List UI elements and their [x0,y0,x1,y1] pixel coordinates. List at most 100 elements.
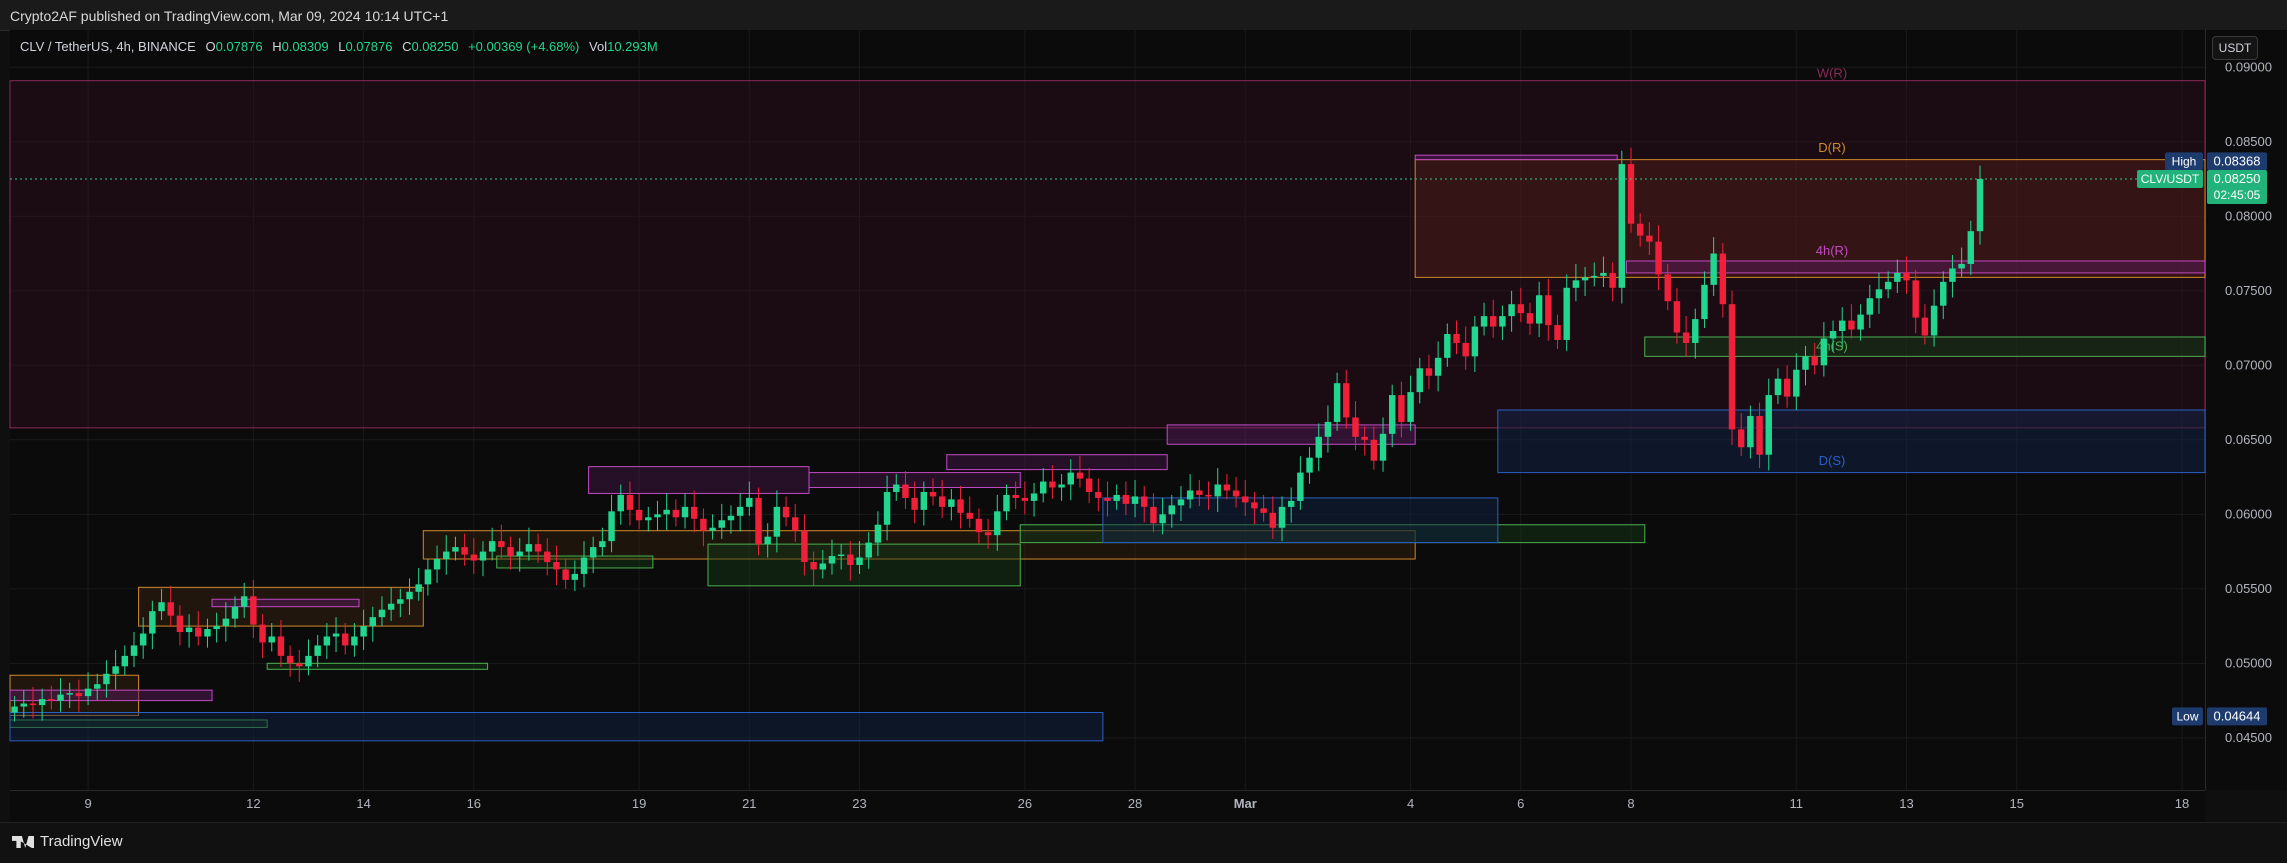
candle-body [121,655,129,667]
candle-body [415,584,422,592]
candle-body [1783,378,1791,397]
candle-body [709,527,716,531]
candle-body [1453,334,1460,343]
open-label: O [205,39,216,54]
candle-body [1600,272,1607,276]
candle-body [589,547,597,558]
candle-body [222,618,230,627]
high-badge-value: 0.08368 [2214,153,2261,168]
x-tick-label: 15 [2009,796,2023,811]
candle-body [1104,497,1111,501]
candle-body [525,544,533,552]
candle-body [828,556,836,564]
y-tick-label: 0.07000 [2225,357,2272,372]
candle-body [1710,253,1717,285]
level-label: 4h(R) [1816,243,1849,258]
candle-body [176,615,184,633]
time-axis[interactable] [10,790,2205,823]
x-tick-label: 9 [84,796,91,811]
currency-button[interactable]: USDT [2212,36,2258,60]
candle-body [277,636,285,656]
candle-body [1793,369,1800,397]
candle-body [1168,505,1176,515]
zone-box [588,466,810,494]
candle-body [1306,457,1313,473]
candle-body [1278,506,1286,528]
candle-body [75,693,83,697]
candle-body [1361,436,1368,440]
zone-box [266,662,489,670]
candle-body [534,544,542,552]
tradingview-logo[interactable]: TradingView [12,833,123,850]
candle-body [617,494,624,512]
candle-body [1765,395,1772,455]
tradingview-logo-icon [12,836,34,849]
change-value: +0.00369 (+4.68%) [468,39,580,54]
x-tick-label: 6 [1517,796,1524,811]
candle-body [1967,231,1975,264]
zone-box [1166,424,1416,445]
candle-body [1232,490,1240,497]
candle-body [1912,280,1919,318]
candle-body [1673,301,1681,333]
candle-body [1958,263,1965,269]
candle-body [1682,332,1690,343]
candle-body [1499,316,1506,327]
candle-body [1875,289,1883,299]
candle-body [837,554,845,557]
x-tick-label: 19 [632,796,646,811]
candle-body [149,611,156,634]
candle-body [672,509,680,518]
last-price-badge-label-bg [2137,170,2203,189]
x-tick-label: 11 [1790,796,1804,811]
candle-body [580,557,588,574]
y-tick-label: 0.06500 [2225,432,2272,447]
symbol-name: CLV / TetherUS, 4h, BINANCE [20,39,196,54]
candle-body [433,559,441,570]
candle-body [1471,326,1479,357]
low-badge-label-bg [2172,707,2203,726]
candle-body [1113,494,1120,501]
candle-body [488,541,496,552]
candle-body [764,536,771,545]
candle-body [718,520,725,528]
candle-body [681,506,689,518]
symbol-legend: CLV / TetherUS, 4h, BINANCE O0.07876 H0.… [20,39,658,54]
candle-body [57,694,64,701]
candle-body [920,491,928,510]
high-badge-label: High [2172,154,2197,168]
candle-body [314,645,321,656]
candle-body [167,602,174,616]
high-label: H [272,39,282,54]
level-label: W(R) [1817,66,1847,81]
candle-body [378,609,386,618]
candle-body [1352,417,1359,437]
candle-body [801,530,808,562]
y-tick-label: 0.07500 [2225,283,2272,298]
candle-body [1728,304,1736,430]
last-price-badge-label: CLV/USDT [2141,172,2200,186]
level-label: D(R) [1818,140,1845,155]
candle-body [1370,439,1378,461]
candle-body [645,517,652,521]
candle-body [700,518,707,531]
candle-body [1462,342,1469,357]
tradingview-brand: TradingView [40,833,123,850]
candle-body [966,512,973,519]
candle-body [957,499,964,513]
candle-body [654,514,661,518]
zone-box [9,689,213,702]
candle-body [608,511,615,542]
candle-body [1820,338,1828,366]
zone-box [707,543,1021,587]
high-badge-label-bg [2165,152,2203,171]
candle-body [1067,472,1074,485]
close-label: C [402,39,412,54]
candle-body [847,554,854,565]
candle-body [250,596,257,625]
x-tick-label: 26 [1018,796,1032,811]
candle-body [1003,494,1010,512]
candle-body [994,511,1001,536]
last-price-badge: CLV/USDT 0.08250 02:45:05 [2137,170,2267,205]
